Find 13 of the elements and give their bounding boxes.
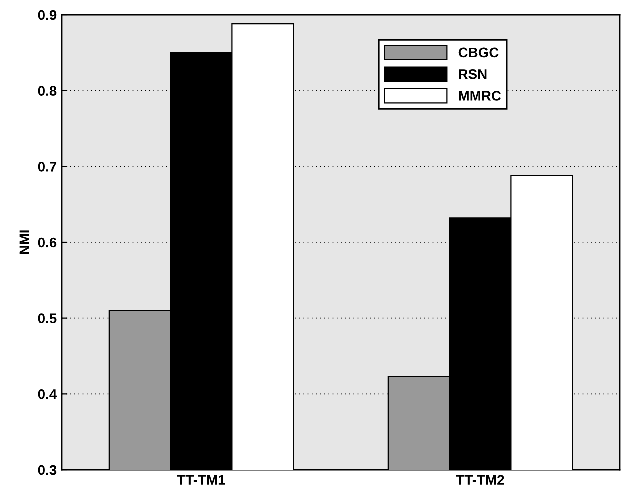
y-tick-label: 0.6 <box>38 238 57 248</box>
y-tick-label: 0.7 <box>38 162 57 172</box>
y-tick-label: 0.3 <box>38 465 57 476</box>
x-tick-label: TT-TM1 <box>177 475 226 485</box>
y-tick-label: 0.8 <box>38 86 57 96</box>
y-tick-label: 0.4 <box>38 390 58 400</box>
legend-label: MMRC <box>459 91 502 101</box>
y-tick-label: 0.5 <box>38 314 57 324</box>
y-axis-title: NMI <box>20 230 30 254</box>
x-tick-label: TT-TM2 <box>456 475 504 485</box>
legend-label: RSN <box>459 69 487 80</box>
y-tick-label: 0.9 <box>38 10 57 20</box>
legend-label: CBGC <box>458 48 499 58</box>
